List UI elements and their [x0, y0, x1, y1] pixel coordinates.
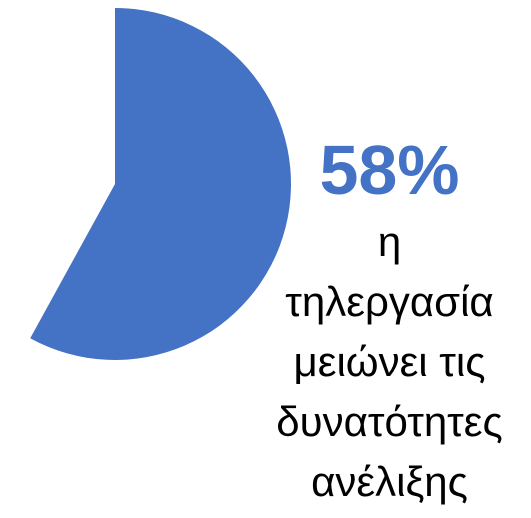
stat-annotation: 58% η τηλεργασία μειώνει τις δυνατότητες… [248, 128, 531, 512]
percentage-value: 58% [319, 131, 460, 209]
caption-line: τηλεργασία [285, 278, 494, 325]
caption-line: ανέλιξης [311, 458, 468, 505]
pie-slices [30, 8, 291, 360]
caption-line: μειώνει τις [293, 338, 486, 385]
caption-line: η [377, 218, 402, 265]
pie-slice-0 [30, 8, 291, 360]
caption-line: δυνατότητες [276, 398, 503, 445]
